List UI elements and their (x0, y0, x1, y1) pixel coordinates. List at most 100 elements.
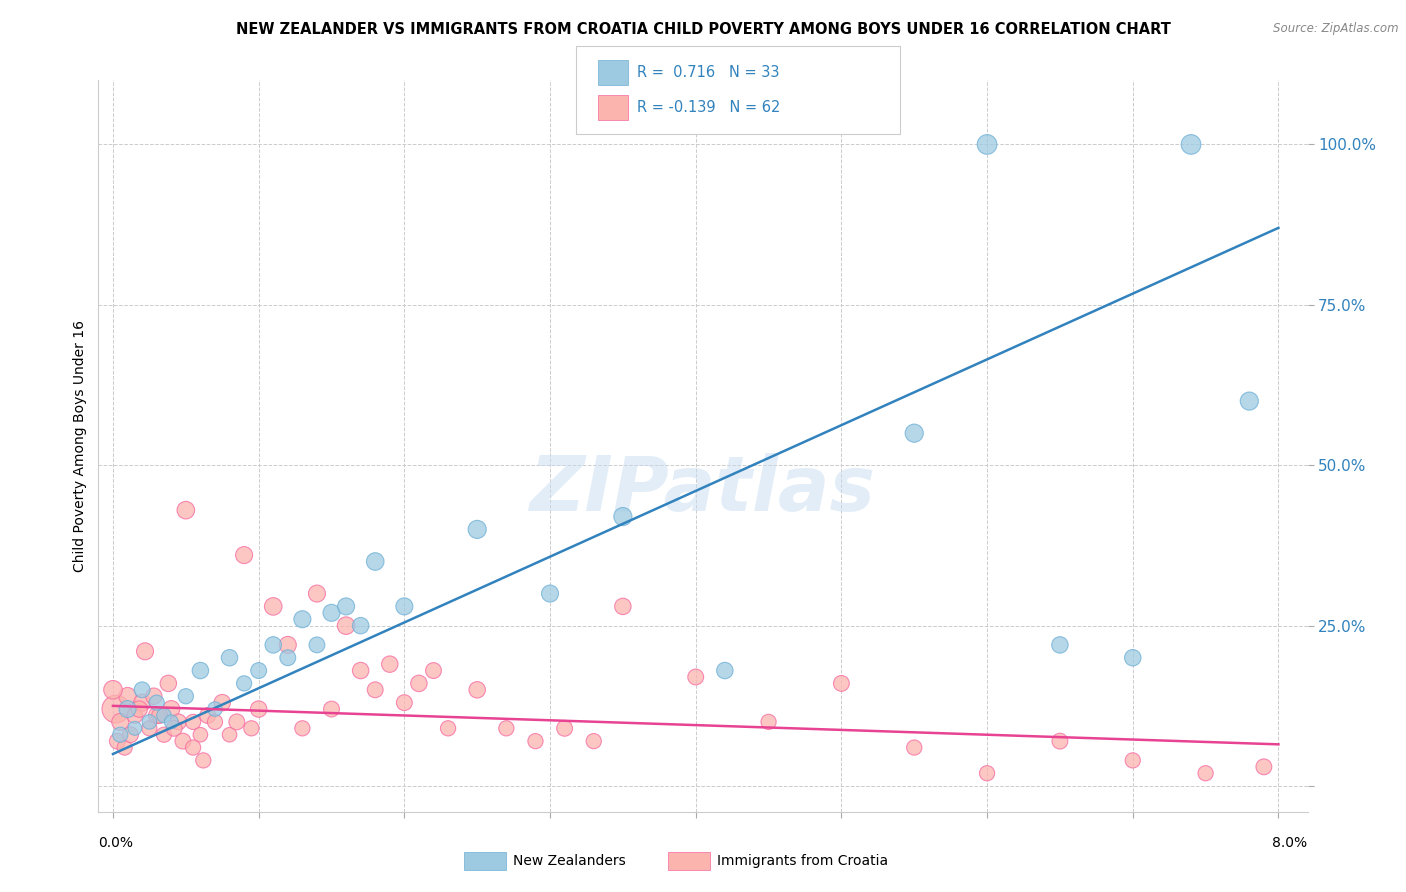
Point (321, 702, 343, 716)
Point (685, 670, 707, 684)
Point (218, 728, 240, 742)
Point (305, 638, 328, 652)
Point (1239, 394, 1261, 409)
Point (1180, 137, 1202, 152)
Point (495, 721, 517, 735)
Point (422, 664, 444, 678)
Point (247, 664, 270, 678)
Point (612, 599, 634, 614)
Point (128, 702, 150, 716)
Point (612, 509, 634, 524)
Point (110, 728, 132, 742)
Point (714, 664, 737, 678)
Point (240, 721, 263, 735)
Point (378, 657, 401, 672)
Point (160, 702, 183, 716)
Point (134, 644, 156, 658)
Text: New Zealanders: New Zealanders (513, 854, 626, 868)
Point (163, 721, 186, 735)
Point (364, 554, 387, 568)
Point (181, 740, 204, 755)
Text: ZIPatlas: ZIPatlas (530, 453, 876, 527)
Point (197, 708, 219, 723)
Point (174, 503, 197, 517)
Point (131, 696, 153, 710)
Point (1122, 650, 1144, 665)
Point (465, 682, 488, 697)
Point (105, 734, 128, 748)
Point (554, 721, 576, 735)
Point (262, 599, 284, 614)
Text: R = -0.139   N = 62: R = -0.139 N = 62 (637, 101, 780, 115)
Point (1253, 760, 1275, 774)
Point (976, 766, 998, 780)
Point (225, 714, 247, 729)
Point (157, 676, 180, 690)
Point (153, 728, 176, 742)
Point (172, 734, 194, 748)
Point (181, 714, 204, 729)
Point (291, 612, 314, 626)
Point (350, 664, 373, 678)
Point (1049, 638, 1071, 652)
Point (247, 702, 270, 716)
Point (204, 714, 226, 729)
Point (104, 702, 127, 716)
Point (394, 696, 416, 710)
Point (758, 714, 780, 729)
Point (193, 753, 215, 767)
Point (233, 548, 256, 562)
Point (233, 676, 256, 690)
Y-axis label: Child Poverty Among Boys Under 16: Child Poverty Among Boys Under 16 (73, 320, 87, 572)
Point (124, 721, 146, 735)
Point (149, 708, 172, 723)
Point (321, 606, 343, 620)
Point (204, 702, 226, 716)
Point (408, 676, 430, 690)
Point (145, 708, 167, 723)
Point (131, 682, 153, 697)
Point (582, 734, 605, 748)
Point (138, 714, 160, 729)
Text: Immigrants from Croatia: Immigrants from Croatia (717, 854, 889, 868)
Point (110, 714, 132, 729)
Text: NEW ZEALANDER VS IMMIGRANTS FROM CROATIA CHILD POVERTY AMONG BOYS UNDER 16 CORRE: NEW ZEALANDER VS IMMIGRANTS FROM CROATIA… (236, 22, 1170, 37)
Text: Source: ZipAtlas.com: Source: ZipAtlas.com (1274, 22, 1399, 36)
Point (117, 702, 139, 716)
Point (120, 728, 142, 742)
Point (142, 690, 165, 704)
Point (114, 740, 136, 755)
Point (160, 714, 183, 729)
Point (190, 664, 212, 678)
Point (830, 676, 852, 690)
Point (1122, 753, 1144, 767)
Point (190, 728, 212, 742)
Point (335, 599, 357, 614)
Point (174, 690, 197, 704)
Point (350, 618, 373, 632)
Point (364, 682, 387, 697)
Text: R =  0.716   N = 33: R = 0.716 N = 33 (637, 65, 779, 79)
Point (394, 599, 416, 614)
Point (277, 638, 299, 652)
Point (218, 650, 240, 665)
Point (305, 586, 328, 600)
Point (167, 714, 190, 729)
Point (262, 638, 284, 652)
Point (1194, 766, 1216, 780)
Point (903, 426, 925, 441)
Point (1049, 734, 1071, 748)
Point (903, 740, 925, 755)
Point (291, 721, 314, 735)
Text: 0.0%: 0.0% (98, 836, 134, 850)
Point (335, 618, 357, 632)
Point (138, 721, 160, 735)
Point (211, 696, 233, 710)
Point (524, 734, 547, 748)
Point (101, 682, 124, 697)
Point (437, 721, 460, 735)
Point (976, 137, 998, 152)
Point (124, 708, 146, 723)
Point (538, 586, 561, 600)
Text: 8.0%: 8.0% (1272, 836, 1308, 850)
